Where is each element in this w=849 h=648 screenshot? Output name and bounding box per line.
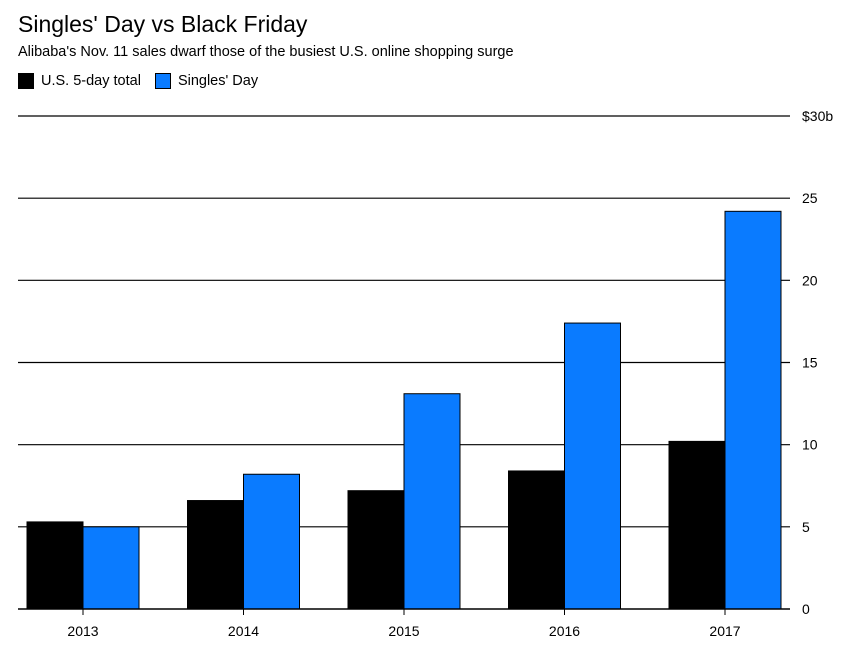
x-tick-label-2014: 2014 — [228, 623, 259, 639]
bar-singles-day-2017 — [724, 210, 782, 610]
y-tick-label-20: 20 — [802, 272, 818, 288]
chart-title: Singles' Day vs Black Friday — [18, 11, 308, 37]
legend: U.S. 5-day total Singles' Day — [18, 72, 272, 90]
x-tick-label-2016: 2016 — [549, 623, 580, 639]
x-tick-label-2015: 2015 — [388, 623, 419, 639]
y-tick-label-10: 10 — [802, 437, 818, 453]
legend-swatch-us — [18, 73, 34, 89]
bar-singles-day-2015 — [403, 393, 461, 610]
y-tick-label-5: 5 — [802, 519, 810, 535]
x-tick-label-2013: 2013 — [67, 623, 98, 639]
y-tick-label-0: 0 — [802, 601, 810, 617]
chart-subtitle: Alibaba's Nov. 11 sales dwarf those of t… — [18, 44, 514, 60]
x-tick-label-2017: 2017 — [709, 623, 740, 639]
bar-us-2013 — [26, 521, 84, 610]
bar-us-2014 — [187, 500, 244, 610]
bar-us-2015 — [347, 490, 405, 610]
bar-singles-day-2016 — [564, 322, 621, 610]
y-tick-label-25: 25 — [802, 190, 818, 206]
bar-singles-day-2013 — [82, 526, 140, 610]
y-tick-label-30: $30b — [802, 108, 833, 124]
bar-singles-day-2014 — [243, 473, 300, 610]
legend-swatch-singles-day — [154, 73, 171, 89]
legend-label-us: U.S. 5-day total — [41, 73, 141, 89]
bar-us-2017 — [668, 440, 726, 610]
legend-item-us: U.S. 5-day total — [18, 72, 141, 90]
legend-label-singles-day: Singles' Day — [177, 73, 259, 89]
bar-us-2016 — [508, 470, 565, 610]
legend-item-singles-day: Singles' Day — [154, 72, 259, 90]
y-tick-label-15: 15 — [802, 355, 818, 371]
